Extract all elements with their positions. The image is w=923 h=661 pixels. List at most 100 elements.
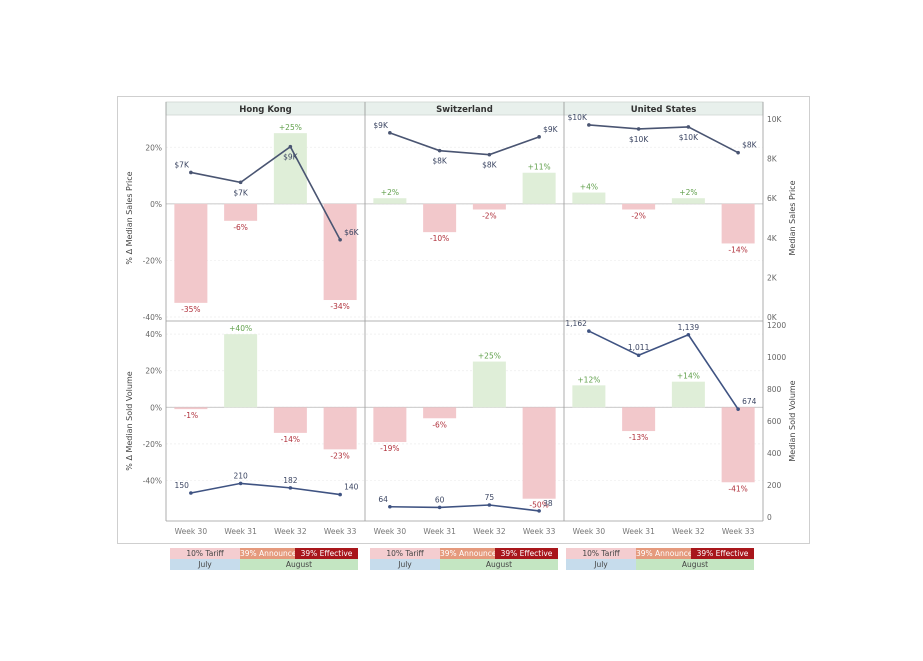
bar-label: +40% [229, 324, 252, 333]
bar [174, 407, 208, 410]
bar-label: -50% [529, 501, 548, 510]
line-point [338, 237, 342, 242]
bar [174, 203, 208, 303]
x-tick-label: Week 32 [672, 527, 705, 536]
small-multiples-chart: Hong Kong Switzerland United States 20% 0% -2… [125, 101, 797, 536]
line-label: $7K [233, 188, 249, 197]
bar-label: +2% [679, 188, 697, 197]
line-label: $7K [174, 160, 190, 169]
line-point [487, 503, 492, 507]
x-tick-label: Week 32 [473, 527, 506, 536]
bar-label: -10% [430, 234, 449, 243]
line-point [189, 170, 193, 175]
y-tick-left: 40% [145, 330, 162, 339]
line-label: 1,139 [678, 323, 700, 332]
series-line [190, 482, 341, 496]
series-line [389, 504, 540, 512]
bar-label: +2% [381, 188, 399, 197]
y-tick-left: -20% [143, 440, 162, 449]
y-axis-title-right: Median Sales Price [788, 180, 797, 255]
y-tick-right: 200 [767, 481, 782, 490]
bar-label: -23% [330, 451, 349, 460]
line-point [238, 180, 243, 185]
legend-july: July [170, 559, 240, 570]
y-tick-right: 0K [767, 313, 778, 322]
line-point [238, 481, 243, 486]
x-tick-label: Week 31 [423, 527, 456, 536]
y-tick-left: 0% [150, 200, 162, 209]
series-line [588, 330, 739, 410]
y-tick-right: 400 [767, 449, 782, 458]
line-label: $10K [629, 135, 649, 144]
legend-announced: 39% Announced [440, 548, 495, 559]
line-point [388, 131, 392, 135]
line-label: 674 [742, 397, 757, 406]
bar-label: -19% [380, 444, 399, 453]
bar [373, 198, 407, 204]
legend-effective: 39% Effective [691, 548, 754, 559]
bar [323, 407, 357, 450]
bar [572, 385, 606, 408]
legend-august: August [636, 559, 754, 570]
line-point [736, 150, 740, 155]
line-label: 64 [378, 495, 388, 504]
bar-label: +14% [677, 372, 700, 381]
x-tick-label: Week 33 [722, 527, 755, 536]
y-axis-title-right: Median Sold Volume [788, 380, 797, 461]
y-tick-right: 0 [767, 513, 772, 522]
legend-august: August [440, 559, 558, 570]
line-point [388, 504, 392, 509]
line-point [537, 135, 541, 139]
line-label: $9K [373, 121, 389, 130]
line-point [487, 152, 492, 157]
bar [373, 407, 407, 443]
line-point [437, 148, 442, 153]
line-point [437, 505, 442, 510]
bar [522, 172, 556, 204]
bar [622, 407, 656, 432]
series-line [588, 124, 739, 154]
country-header: United States [631, 105, 697, 115]
line-label: $9K [283, 153, 299, 162]
bar-label: +4% [580, 183, 598, 192]
y-tick-right: 800 [767, 385, 782, 394]
x-tick-label: Week 32 [274, 527, 307, 536]
line-label: 140 [344, 483, 359, 492]
bar-label: -1% [184, 411, 199, 420]
line-label: 150 [175, 481, 190, 490]
line-label: $6K [344, 228, 360, 237]
bar-label: -34% [330, 302, 349, 311]
line-label: $10K [679, 133, 699, 142]
line-label: $10K [568, 113, 588, 122]
line-point [338, 492, 342, 497]
bar-label: -14% [728, 245, 747, 254]
bar [423, 407, 457, 419]
bar [572, 192, 606, 204]
bar [671, 198, 705, 204]
series-line [389, 132, 540, 156]
bar [472, 203, 506, 210]
line-point [686, 332, 691, 337]
line-point [686, 125, 691, 129]
y-axis-title-left: % Δ Median Sold Volume [125, 371, 134, 470]
bar [622, 203, 656, 210]
bar [671, 381, 705, 408]
bar [224, 203, 258, 221]
bar-label: -14% [281, 435, 300, 444]
y-tick-right: 8K [767, 155, 778, 164]
legend-tariff: 10% Tariff [566, 548, 636, 559]
legend-august: August [240, 559, 358, 570]
bar [721, 203, 755, 244]
line-point [189, 491, 193, 495]
chart-frame: Hong Kong Switzerland United States 20% 0% -2… [117, 96, 810, 544]
line-label: $9K [543, 125, 559, 134]
line-point [288, 144, 293, 149]
bar-label: +25% [478, 352, 501, 361]
legend-july: July [370, 559, 440, 570]
x-tick-label: Week 33 [523, 527, 556, 536]
